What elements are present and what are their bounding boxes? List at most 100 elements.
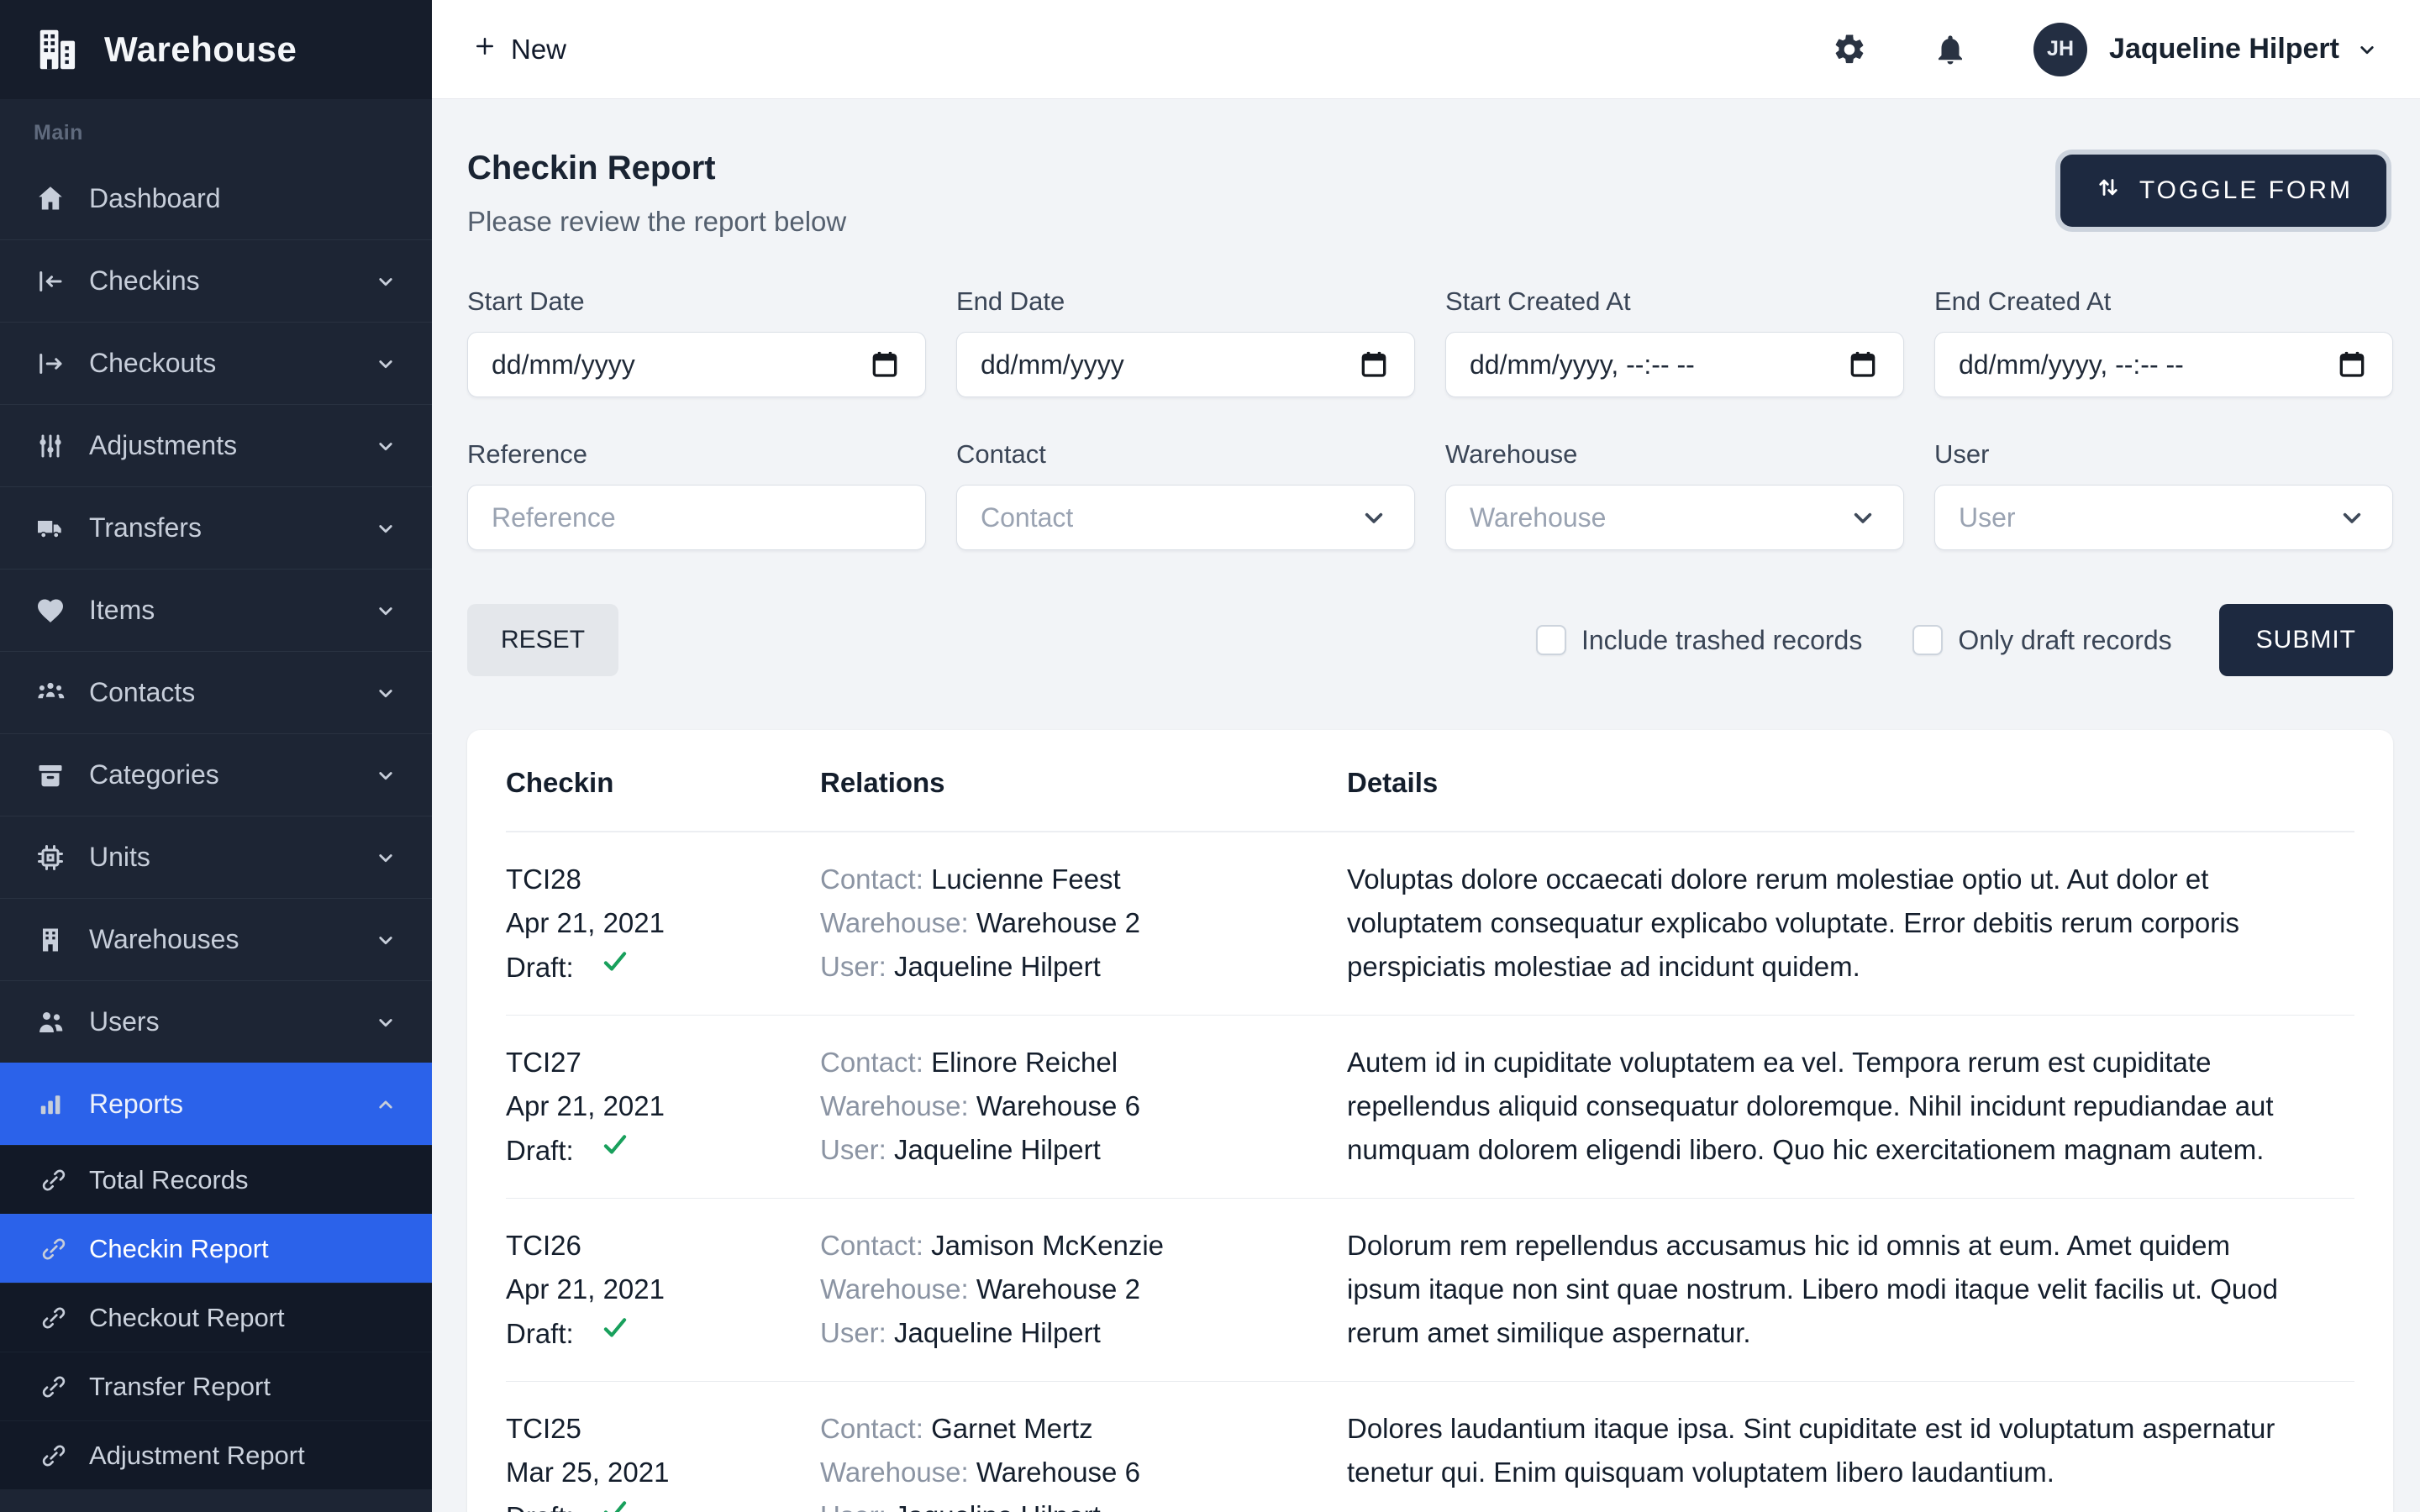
sidebar-item-units[interactable]: Units: [0, 816, 432, 898]
relation-warehouse: Warehouse: Warehouse 2: [820, 907, 1140, 938]
sidebar-subitem-label: Checkout Report: [89, 1302, 285, 1332]
relation-user: User: Jaqueline Hilpert: [820, 951, 1101, 982]
chevron-up-icon: [373, 1092, 398, 1117]
settings-gear-icon[interactable]: [1832, 32, 1867, 67]
sidebar-item-dashboard[interactable]: Dashboard: [0, 157, 432, 239]
filter-form-row1: Start Date dd/mm/yyyy End Date dd/mm/yyyy St…: [467, 286, 2393, 397]
details-cell: Dolores laudantium itaque ipsa. Sint cup…: [1347, 1413, 2275, 1488]
checkin-code: TCI27: [506, 1047, 581, 1078]
checkbox-box[interactable]: [1912, 625, 1944, 655]
relation-contact: Contact: Garnet Mertz: [820, 1413, 1093, 1444]
draft-status: Draft:: [506, 1311, 820, 1356]
submit-button[interactable]: SUBMIT: [2218, 604, 2393, 676]
calendar-icon[interactable]: [868, 348, 902, 381]
sidebar-item-reports[interactable]: Reports: [0, 1063, 432, 1145]
field-contact: Contact Contact: [956, 439, 1415, 550]
date-input-value: dd/mm/yyyy: [981, 349, 1124, 380]
sidebar-subitem-total-records[interactable]: Total Records: [0, 1145, 432, 1214]
sidebar-item-adjustments[interactable]: Adjustments: [0, 404, 432, 486]
relation-warehouse: Warehouse: Warehouse 6: [820, 1457, 1140, 1488]
sidebar-item-checkins[interactable]: Checkins: [0, 239, 432, 322]
reference-input[interactable]: Reference: [467, 485, 926, 550]
user-select[interactable]: User: [1934, 485, 2393, 550]
sidebar-subitem-checkin-report[interactable]: Checkin Report: [0, 1214, 432, 1283]
chart-bar-icon: [34, 1089, 67, 1120]
brand[interactable]: Warehouse: [0, 0, 432, 99]
toggle-form-label: TOGGLE FORM: [2139, 176, 2353, 204]
sidebar-item-checkouts[interactable]: Checkouts: [0, 322, 432, 404]
main-column: New JH Jaqueline Hilpert Checkin Report …: [432, 0, 2420, 1512]
sidebar-item-categories[interactable]: Categories: [0, 733, 432, 816]
date-input-value: dd/mm/yyyy: [492, 349, 635, 380]
new-button[interactable]: New: [472, 34, 566, 66]
field-label: Contact: [956, 439, 1046, 469]
datetime-input-value: dd/mm/yyyy, --:-- --: [1470, 349, 1695, 380]
end-created-at-input[interactable]: dd/mm/yyyy, --:-- --: [1934, 332, 2393, 397]
end-date-input[interactable]: dd/mm/yyyy: [956, 332, 1415, 397]
warehouse-select[interactable]: Warehouse: [1445, 485, 1904, 550]
cpu-icon: [34, 843, 67, 873]
table-row-tci25: TCI25 Mar 25, 2021 Draft: Contact: Garnet M…: [506, 1382, 2354, 1512]
checkin-date: Apr 21, 2021: [506, 907, 665, 938]
sidebar-item-users[interactable]: Users: [0, 980, 432, 1063]
sidebar-item-label: Users: [89, 1006, 160, 1037]
checkbox-only-draft-records[interactable]: Only draft records: [1912, 625, 2172, 656]
check-icon: [599, 1494, 631, 1512]
details-cell: Autem id in cupiditate voluptatem ea vel…: [1347, 1047, 2274, 1165]
filter-form-row2: Reference Reference Contact Contact Warehous…: [467, 439, 2393, 550]
chevron-down-icon: [373, 269, 398, 294]
link-icon: [40, 1236, 67, 1263]
sidebar-item-label: Warehouses: [89, 924, 239, 954]
table-row-tci27: TCI27 Apr 21, 2021 Draft: Contact: Elinore …: [506, 1016, 2354, 1199]
sidebar-subitem-adjustment-report[interactable]: Adjustment Report: [0, 1420, 432, 1489]
checkin-code: TCI25: [506, 1413, 581, 1444]
user-menu-chevron-down-icon[interactable]: [2354, 37, 2380, 62]
field-label: Warehouse: [1445, 439, 1578, 469]
sidebar-subitem-transfer-report[interactable]: Transfer Report: [0, 1352, 432, 1420]
sidebar-subitem-label: Adjustment Report: [89, 1440, 305, 1470]
reset-button[interactable]: RESET: [467, 604, 619, 676]
draft-status: Draft:: [506, 945, 820, 990]
checkin-cell: TCI25 Mar 25, 2021 Draft:: [506, 1407, 820, 1512]
field-start-created-at: Start Created At dd/mm/yyyy, --:-- --: [1445, 286, 1904, 397]
select-placeholder: User: [1959, 501, 2016, 533]
field-warehouse: Warehouse Warehouse: [1445, 439, 1904, 550]
user-avatar[interactable]: JH: [2033, 22, 2088, 76]
relations-cell: Contact: Garnet Mertz Warehouse: Warehous…: [820, 1407, 1347, 1512]
user-name[interactable]: Jaqueline Hilpert: [2109, 33, 2339, 65]
toggle-form-button[interactable]: TOGGLE FORM: [2060, 155, 2386, 227]
field-reference: Reference Reference: [467, 439, 926, 550]
draft-label: Draft:: [506, 1134, 574, 1166]
checkbox-box[interactable]: [1535, 625, 1566, 655]
checkin-code: TCI28: [506, 864, 581, 895]
calendar-icon[interactable]: [1846, 348, 1880, 381]
field-start-date: Start Date dd/mm/yyyy: [467, 286, 926, 397]
login-icon: [34, 266, 67, 297]
column-header-relations: Relations: [820, 767, 945, 798]
sidebar-subitem-checkout-report[interactable]: Checkout Report: [0, 1283, 432, 1352]
calendar-icon[interactable]: [1357, 348, 1391, 381]
calendar-icon[interactable]: [2335, 348, 2369, 381]
relation-warehouse: Warehouse: Warehouse 2: [820, 1273, 1140, 1305]
start-date-input[interactable]: dd/mm/yyyy: [467, 332, 926, 397]
relations-cell: Contact: Jamison McKenzie Warehouse: Ware…: [820, 1224, 1347, 1355]
draft-label: Draft:: [506, 1495, 574, 1512]
checkbox-include-trashed-records[interactable]: Include trashed records: [1535, 625, 1862, 656]
chevron-down-icon: [373, 680, 398, 706]
sidebar-item-warehouses[interactable]: Warehouses: [0, 898, 432, 980]
notifications-bell-icon[interactable]: [1933, 32, 1968, 67]
sidebar-item-items[interactable]: Items: [0, 569, 432, 651]
sidebar-item-label: Reports: [89, 1089, 184, 1119]
relation-user: User: Jaqueline Hilpert: [820, 1494, 1347, 1512]
relation-contact: Contact: Jamison McKenzie: [820, 1230, 1165, 1261]
sidebar-item-label: Transfers: [89, 512, 202, 543]
sidebar-item-transfers[interactable]: Transfers: [0, 486, 432, 569]
details-cell: Voluptas dolore occaecati dolore rerum m…: [1347, 864, 2240, 982]
sidebar-item-contacts[interactable]: Contacts: [0, 651, 432, 733]
draft-label: Draft:: [506, 1317, 574, 1349]
checkin-cell: TCI28 Apr 21, 2021 Draft:: [506, 858, 820, 990]
checkin-code: TCI26: [506, 1230, 581, 1261]
start-created-at-input[interactable]: dd/mm/yyyy, --:-- --: [1445, 332, 1904, 397]
report-table-card: Checkin Relations Details TCI28 Apr 21, 202…: [467, 730, 2393, 1512]
contact-select[interactable]: Contact: [956, 485, 1415, 550]
